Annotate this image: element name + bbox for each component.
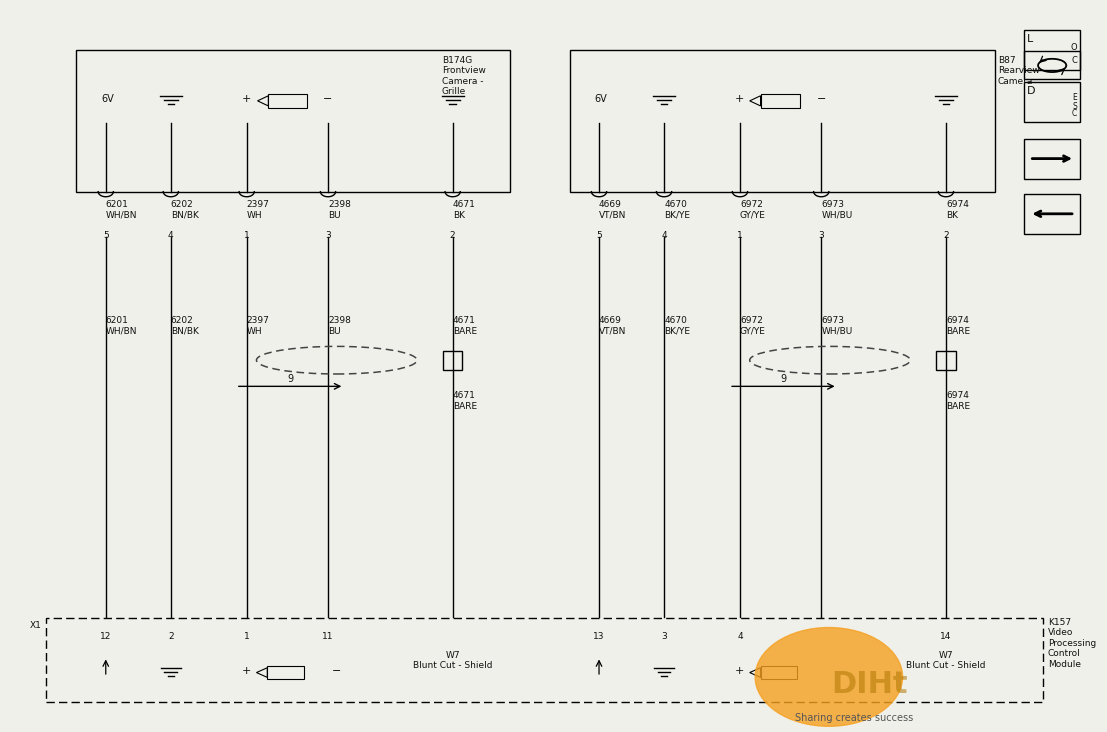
Text: C: C [1072,56,1077,65]
Text: Sharing creates success: Sharing creates success [795,712,913,722]
Text: +: + [735,94,745,104]
Text: L: L [1027,34,1034,44]
Text: 6974
BK: 6974 BK [945,200,969,220]
Text: 4671
BK: 4671 BK [453,200,476,220]
Text: 6202
BN/BK: 6202 BN/BK [170,200,198,220]
Text: 3: 3 [818,231,824,240]
Text: 2398
BU: 2398 BU [328,200,351,220]
Text: +: + [735,666,745,676]
Text: B87
Rearview
Camera: B87 Rearview Camera [999,56,1039,86]
Text: −: − [332,666,341,676]
Text: −: − [817,94,826,104]
Bar [1024,138,1080,179]
Text: W7
Blunt Cut - Shield: W7 Blunt Cut - Shield [413,651,493,670]
Bar [1024,30,1080,70]
Bar [761,94,799,108]
Text: B174G
Frontview
Camera -
Grille: B174G Frontview Camera - Grille [442,56,486,96]
Bar [76,50,510,192]
Text: 2: 2 [449,231,455,240]
Text: 12: 12 [100,632,112,640]
Text: W7
Blunt Cut - Shield: W7 Blunt Cut - Shield [907,651,985,670]
Text: 4: 4 [661,231,666,240]
Text: 9: 9 [780,374,786,384]
Text: 9: 9 [287,374,293,384]
Bar [1024,51,1080,79]
Bar [268,94,308,108]
Text: 1: 1 [244,632,249,640]
Text: +: + [242,666,251,676]
Text: +: + [242,94,251,104]
Text: 2398
BU: 2398 BU [328,316,351,336]
Text: O: O [1070,43,1077,52]
Bar [1024,194,1080,234]
Text: 3: 3 [325,231,331,240]
Text: 4671
BARE: 4671 BARE [453,391,477,411]
Text: 6972
GY/YE: 6972 GY/YE [739,316,766,336]
Bar [267,665,304,679]
Text: 5: 5 [597,231,602,240]
Text: 2397
WH: 2397 WH [247,316,270,336]
Text: X1: X1 [30,621,42,630]
Text: 6973
WH/BU: 6973 WH/BU [821,200,852,220]
Text: 13: 13 [593,632,604,640]
Text: 2: 2 [168,632,174,640]
Text: 2: 2 [943,231,949,240]
Text: 6V: 6V [102,94,114,104]
Bar [761,665,797,679]
Text: 6974
BARE: 6974 BARE [945,316,970,336]
Text: 1: 1 [737,231,743,240]
Text: 4670
BK/YE: 4670 BK/YE [664,316,690,336]
Text: 1: 1 [244,231,249,240]
Bar [570,50,995,192]
Text: 4670
BK/YE: 4670 BK/YE [664,200,690,220]
Bar [1024,82,1080,122]
Text: 6202
BN/BK: 6202 BN/BK [170,316,198,336]
Text: 5: 5 [103,231,108,240]
Text: 6V: 6V [594,94,608,104]
Bar [443,351,463,370]
Text: 6972
GY/YE: 6972 GY/YE [739,200,766,220]
Text: 4: 4 [737,632,743,640]
Text: 11: 11 [322,632,333,640]
Bar [937,351,955,370]
Text: S: S [1073,102,1077,111]
Text: C: C [1072,108,1077,118]
Text: 4669
VT/BN: 4669 VT/BN [599,316,627,336]
Text: DIHt: DIHt [831,670,909,698]
Text: K157
Video
Processing
Control
Module: K157 Video Processing Control Module [1048,618,1096,668]
Text: −: − [323,94,333,104]
Bar [46,618,1044,701]
Text: 4: 4 [168,231,174,240]
Text: 6201
WH/BN: 6201 WH/BN [106,316,137,336]
Text: 4671
BARE: 4671 BARE [453,316,477,336]
Text: E: E [1073,93,1077,102]
Text: 4669
VT/BN: 4669 VT/BN [599,200,627,220]
Text: D: D [1027,86,1036,97]
Text: 3: 3 [661,632,666,640]
Text: 2397
WH: 2397 WH [247,200,270,220]
Text: 6973
WH/BU: 6973 WH/BU [821,316,852,336]
Text: 6201
WH/BN: 6201 WH/BN [106,200,137,220]
Text: 14: 14 [940,632,952,640]
Circle shape [755,627,902,726]
Text: 6974
BARE: 6974 BARE [945,391,970,411]
